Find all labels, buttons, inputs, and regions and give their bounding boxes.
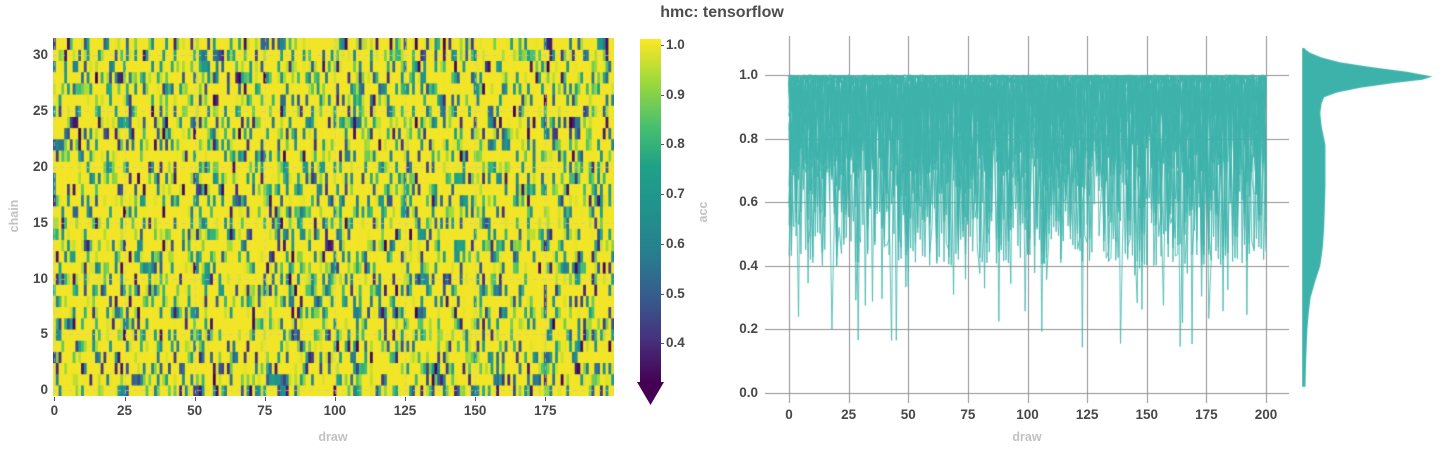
colorbar-tick-label: 0.8 <box>666 136 685 152</box>
colorbar-tick-label: 0.5 <box>666 285 685 301</box>
trace-y-tick-label: 0.6 <box>739 194 758 210</box>
acc-axis-label: acc <box>696 201 710 223</box>
heatmap-x-tick-mark <box>405 397 407 401</box>
heatmap-x-tick-label: 125 <box>393 403 417 418</box>
heatmap-x-tick-label: 0 <box>50 403 59 418</box>
colorbar-extend-arrow <box>637 382 664 405</box>
trace-x-tick-label: 75 <box>960 407 976 422</box>
heatmap-canvas <box>53 38 614 396</box>
colorbar-gradient <box>640 39 661 383</box>
heatmap-x-tick-mark <box>545 397 547 401</box>
colorbar-tick-mark <box>661 244 664 245</box>
colorbar-tick-label: 0.6 <box>666 235 685 251</box>
heatmap-x-tick-label: 150 <box>463 403 487 418</box>
trace-y-tick-label: 0.2 <box>739 321 758 337</box>
heatmap-y-tick-label: 20 <box>32 158 48 174</box>
trace-x-tick-label: 200 <box>1254 407 1278 422</box>
figure-title: hmc: tensorflow <box>660 4 784 21</box>
trace-x-tick-label: 125 <box>1075 407 1099 422</box>
heatmap-y-tick-label: 15 <box>32 214 48 230</box>
heatmap-x-tick-label: 50 <box>187 403 203 418</box>
colorbar-tick-mark <box>661 95 664 96</box>
heatmap-y-tick-label: 25 <box>32 102 48 118</box>
trace-x-tick-label: 175 <box>1195 407 1218 422</box>
trace-y-tick-label: 0.0 <box>739 385 758 400</box>
trace-y-tick-label: 0.4 <box>739 257 758 273</box>
colorbar-tick-mark <box>661 194 664 195</box>
heatmap-y-tick-label: 30 <box>32 46 48 62</box>
heatmap-xlabel: draw <box>318 430 348 444</box>
heatmap-x-tick-label: 175 <box>534 403 557 418</box>
colorbar-tick-mark <box>661 294 664 295</box>
heatmap-ylabel: chain <box>7 199 21 233</box>
heatmap-y-tick-label: 5 <box>40 326 48 342</box>
colorbar-tick-mark <box>661 144 664 145</box>
heatmap-x-tick-mark <box>194 397 196 401</box>
heatmap-x-tick-mark <box>124 397 126 401</box>
colorbar-tick-label: 0.7 <box>666 186 685 202</box>
colorbar-tick-mark <box>661 45 664 46</box>
trace-x-tick-label: 150 <box>1135 407 1159 422</box>
colorbar-tick-label: 0.9 <box>666 86 685 102</box>
heatmap-x-tick-mark <box>54 397 56 401</box>
heatmap-x-tick-mark <box>334 397 336 401</box>
trace-x-tick-label: 25 <box>841 407 857 422</box>
heatmap-y-tick-label: 0 <box>40 382 48 398</box>
trace-xlabel: draw <box>1012 430 1042 444</box>
colorbar-tick-label: 1.0 <box>666 37 685 52</box>
heatmap-x-tick-mark <box>264 397 266 401</box>
trace-y-tick-label: 0.8 <box>739 130 758 146</box>
kde-canvas <box>1302 36 1442 403</box>
colorbar-tick-mark <box>661 343 664 344</box>
heatmap-x-tick-label: 25 <box>117 403 133 418</box>
heatmap-y-tick-label: 10 <box>32 270 48 286</box>
trace-canvas <box>765 36 1289 403</box>
colorbar-tick-label: 0.4 <box>666 335 685 351</box>
heatmap-x-tick-label: 75 <box>257 403 273 418</box>
trace-x-tick-label: 100 <box>1016 407 1039 422</box>
trace-y-tick-label: 1.0 <box>739 67 758 82</box>
heatmap-x-tick-mark <box>475 397 477 401</box>
trace-x-tick-label: 0 <box>785 407 793 422</box>
trace-x-tick-label: 50 <box>900 407 916 422</box>
heatmap-x-tick-label: 100 <box>323 403 347 418</box>
